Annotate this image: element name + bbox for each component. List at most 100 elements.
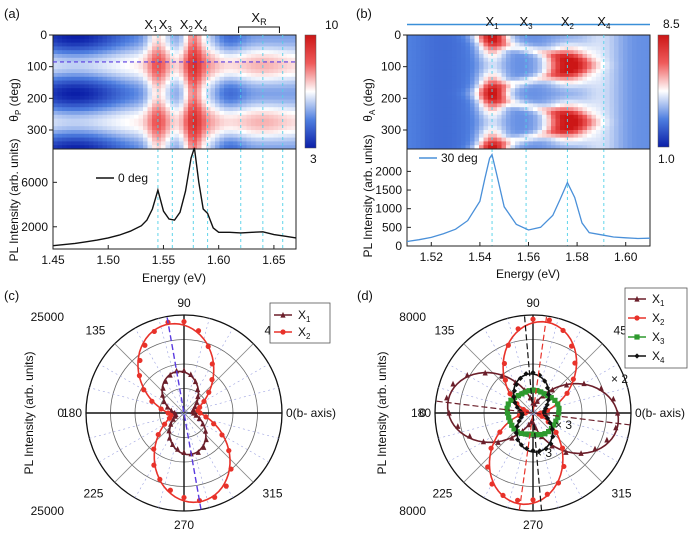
heatmap-cell bbox=[75, 65, 81, 70]
heatmap-cell bbox=[420, 76, 426, 81]
heatmap-cell bbox=[483, 35, 489, 40]
heatmap-cell bbox=[183, 103, 189, 108]
heatmap-cell bbox=[465, 114, 471, 119]
heatmap-cell bbox=[174, 57, 180, 62]
heatmap-cell bbox=[251, 133, 256, 138]
heatmap-cell bbox=[510, 73, 516, 78]
heatmap-cell bbox=[75, 35, 81, 40]
heatmap-cell bbox=[192, 57, 198, 62]
heatmap-cell bbox=[447, 50, 453, 55]
heatmap-cell bbox=[564, 38, 570, 43]
heatmap-cell bbox=[573, 103, 579, 108]
heatmap-cell bbox=[596, 76, 601, 81]
heatmap-cell bbox=[233, 95, 238, 100]
heatmap-cell bbox=[497, 95, 502, 100]
heatmap-cell bbox=[420, 46, 426, 51]
heatmap-cell bbox=[510, 92, 516, 97]
heatmap-cell bbox=[246, 88, 252, 93]
heatmap-cell bbox=[255, 69, 261, 74]
data-marker bbox=[172, 413, 178, 419]
heatmap-cell bbox=[75, 46, 81, 51]
heatmap-cell bbox=[224, 54, 229, 59]
heatmap-cell bbox=[62, 76, 67, 81]
heatmap-cell bbox=[201, 57, 207, 62]
heatmap-cell bbox=[192, 80, 198, 85]
heatmap-cell bbox=[533, 57, 538, 62]
heatmap-cell bbox=[143, 84, 148, 89]
heatmap-cell bbox=[183, 137, 189, 142]
heatmap-cell bbox=[605, 88, 610, 93]
heatmap-cell bbox=[197, 133, 202, 138]
heatmap-cell bbox=[224, 107, 229, 112]
heatmap-cell bbox=[125, 103, 130, 108]
heatmap-cell bbox=[614, 130, 619, 135]
heatmap-cell bbox=[627, 122, 633, 127]
heatmap-cell bbox=[618, 69, 624, 74]
legend-c-box bbox=[269, 302, 331, 344]
heatmap-cell bbox=[555, 95, 561, 100]
data-marker bbox=[544, 415, 551, 421]
heatmap-cell bbox=[623, 35, 628, 40]
heatmap-cell bbox=[84, 126, 90, 131]
heatmap-cell bbox=[488, 126, 493, 131]
heatmap-cell bbox=[645, 126, 651, 131]
heatmap-cell bbox=[93, 92, 99, 97]
peak-label-X2-main: X bbox=[180, 17, 189, 32]
heatmap-cell bbox=[111, 46, 117, 51]
heatmap-cell bbox=[614, 54, 619, 59]
heatmap-cell bbox=[470, 130, 475, 135]
heatmap-cell bbox=[179, 118, 184, 123]
heatmap-cell bbox=[143, 141, 148, 146]
heatmap-cell bbox=[80, 114, 85, 119]
heatmap-cell bbox=[188, 73, 193, 78]
heatmap-cell bbox=[632, 61, 637, 66]
heatmap-cell bbox=[197, 95, 202, 100]
heatmap-b-ylabel: θA (deg) bbox=[361, 78, 377, 121]
heatmap-cell bbox=[434, 133, 439, 138]
heatmap-cell bbox=[636, 65, 642, 70]
heatmap-cell bbox=[605, 80, 610, 85]
heatmap-cell bbox=[116, 99, 121, 104]
heatmap-cell bbox=[260, 122, 265, 127]
heatmap-cell bbox=[411, 80, 417, 85]
heatmap-cell bbox=[524, 122, 529, 127]
heatmap-cell bbox=[411, 107, 417, 112]
heatmap-cell bbox=[645, 50, 651, 55]
heatmap-cell bbox=[129, 126, 135, 131]
heatmap-cell bbox=[174, 133, 180, 138]
heatmap-cell bbox=[627, 54, 633, 59]
heatmap-cell bbox=[233, 137, 238, 142]
heatmap-cell bbox=[269, 145, 274, 150]
heatmap-cell bbox=[98, 65, 103, 70]
peak-label-X2-sub: 2 bbox=[569, 22, 574, 31]
heatmap-cell bbox=[75, 114, 81, 119]
heatmap-cell bbox=[609, 73, 615, 78]
heatmap-cell bbox=[492, 42, 498, 47]
heatmap-cell bbox=[120, 92, 126, 97]
heatmap-cell bbox=[560, 107, 565, 112]
heatmap-cell bbox=[591, 57, 597, 62]
heatmap-cell bbox=[587, 122, 592, 127]
heatmap-cell bbox=[609, 107, 615, 112]
heatmap-cell bbox=[429, 126, 435, 131]
heatmap-cell bbox=[546, 95, 552, 100]
heatmap-cell bbox=[111, 35, 117, 40]
heatmap-cell bbox=[219, 111, 225, 116]
heatmap-cell bbox=[192, 114, 198, 119]
data-marker bbox=[161, 398, 167, 405]
heatmap-cell bbox=[71, 99, 76, 104]
heatmap-cell bbox=[551, 65, 556, 70]
xtick-label: 1.60 bbox=[207, 253, 231, 267]
heatmap-cell bbox=[242, 69, 247, 74]
heatmap-cell bbox=[255, 111, 261, 116]
heatmap-cell bbox=[483, 141, 489, 146]
colorbar-a bbox=[304, 34, 317, 149]
heatmap-cell bbox=[53, 130, 58, 135]
heatmap-cell bbox=[89, 107, 94, 112]
heatmap-cell bbox=[483, 145, 489, 150]
heatmap-cell bbox=[291, 73, 297, 78]
heatmap-cell bbox=[465, 126, 471, 131]
heatmap-cell bbox=[641, 122, 646, 127]
heatmap-cell bbox=[506, 111, 511, 116]
heatmap-cell bbox=[66, 65, 72, 70]
